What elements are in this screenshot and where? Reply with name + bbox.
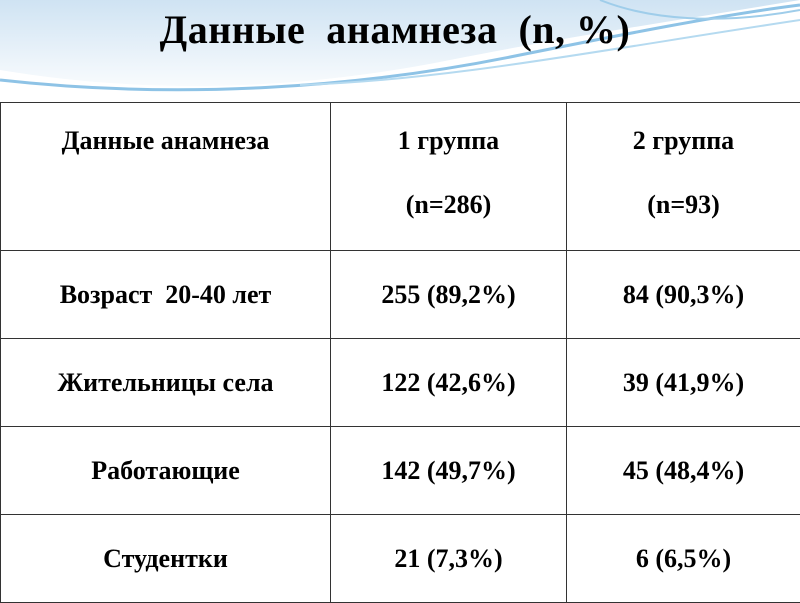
header-line: (n=286) (331, 173, 566, 237)
table-cell: 45 (48,4%) (567, 427, 800, 515)
row-label: Возраст 20-40 лет (1, 251, 331, 339)
header-cell: 2 группа(n=93) (567, 103, 800, 251)
header-line: Данные анамнеза (1, 109, 330, 173)
table-cell: 142 (49,7%) (331, 427, 567, 515)
header-line: 2 группа (567, 109, 800, 173)
row-label: Работающие (1, 427, 331, 515)
header-cell: 1 группа(n=286) (331, 103, 567, 251)
header-line: 1 группа (331, 109, 566, 173)
title: Данные анамнеза (n, %) (0, 6, 790, 53)
header-line: (n=93) (567, 173, 800, 237)
row-label: Студентки (1, 515, 331, 603)
table-cell: 84 (90,3%) (567, 251, 800, 339)
table-cell: 255 (89,2%) (331, 251, 567, 339)
row-label: Жительницы села (1, 339, 331, 427)
table-cell: 21 (7,3%) (331, 515, 567, 603)
table-cell: 6 (6,5%) (567, 515, 800, 603)
table-cell: 39 (41,9%) (567, 339, 800, 427)
header-cell: Данные анамнеза (1, 103, 331, 251)
table-cell: 122 (42,6%) (331, 339, 567, 427)
